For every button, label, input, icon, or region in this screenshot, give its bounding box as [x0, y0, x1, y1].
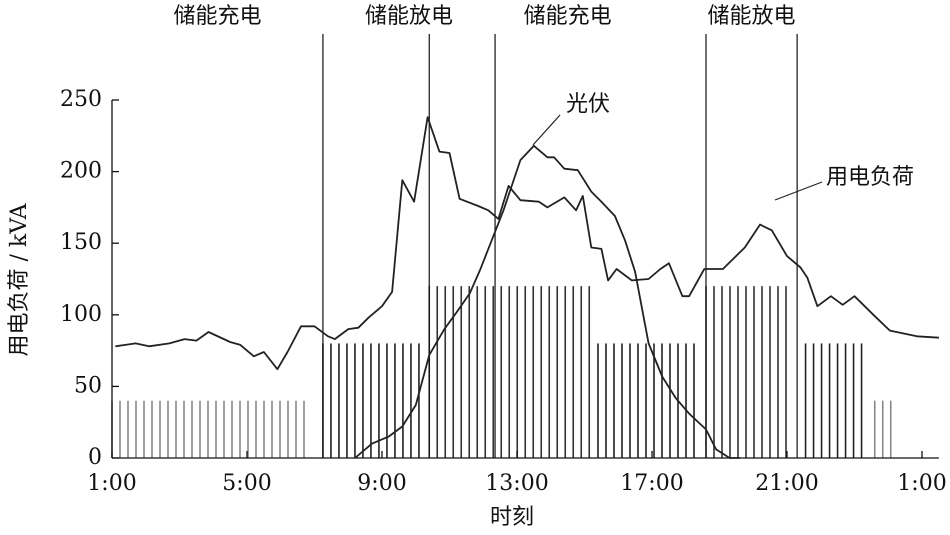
- x-tick-label: 17:00: [620, 471, 683, 496]
- y-tick-label: 0: [88, 445, 102, 470]
- series-line: [354, 144, 740, 459]
- x-tick-label: 13:00: [485, 471, 548, 496]
- leader-line: [774, 181, 823, 201]
- x-tick-label: 9:00: [357, 471, 406, 496]
- x-tick-label: 1:00: [897, 471, 946, 496]
- series-line: [115, 116, 939, 371]
- y-tick-label: 200: [60, 159, 102, 184]
- y-tick-label: 150: [60, 230, 102, 255]
- y-tick-label: 250: [60, 87, 102, 112]
- x-axis-label: 时刻: [490, 505, 534, 530]
- period-label: 储能放电: [708, 4, 796, 29]
- x-tick-label: 21:00: [755, 471, 818, 496]
- x-tick-label: 1:00: [87, 471, 136, 496]
- x-tick-label: 5:00: [222, 471, 271, 496]
- period-label: 储能充电: [173, 4, 261, 29]
- period-label: 储能充电: [524, 4, 612, 29]
- leader-line: [532, 114, 561, 146]
- y-axis-label: 用电负荷 / kVA: [7, 202, 32, 356]
- y-tick-label: 100: [60, 302, 102, 327]
- series-label: 用电负荷: [826, 165, 914, 190]
- y-tick-label: 50: [74, 373, 102, 398]
- series-label: 光伏: [566, 92, 610, 117]
- period-label: 储能放电: [365, 4, 453, 29]
